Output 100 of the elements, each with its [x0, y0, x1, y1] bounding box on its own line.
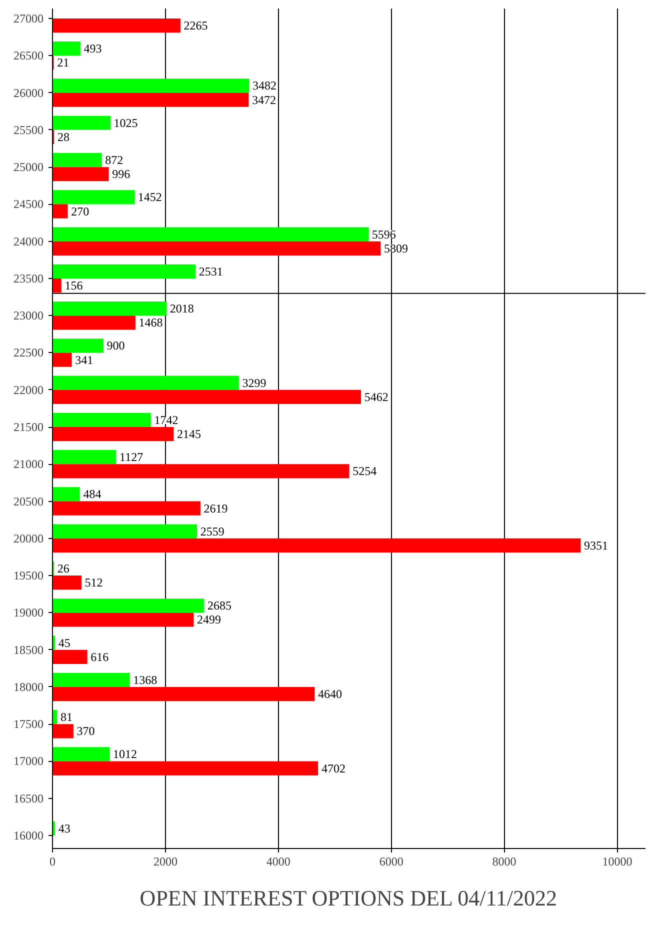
data-label: 370 — [76, 724, 95, 738]
x-tick-label: 6000 — [379, 854, 404, 868]
bar — [52, 501, 200, 516]
y-tick-label: 25500 — [14, 122, 44, 137]
bar — [52, 672, 130, 687]
bar — [52, 538, 581, 553]
bar — [52, 42, 80, 56]
data-label: 5462 — [364, 390, 388, 404]
data-label: 493 — [84, 42, 102, 56]
bar — [52, 761, 318, 776]
data-label: 3299 — [242, 376, 266, 390]
bar — [52, 152, 102, 168]
bar — [52, 204, 68, 218]
bar — [52, 524, 198, 538]
data-label: 270 — [71, 204, 90, 218]
data-label: 2145 — [177, 427, 202, 442]
y-tick-label: 23500 — [14, 271, 44, 286]
data-label: 2685 — [208, 598, 232, 613]
x-tick-label: 0 — [50, 854, 56, 868]
y-tick-label: 20000 — [14, 531, 44, 546]
y-tick-label: 24500 — [14, 197, 44, 212]
data-label: 996 — [112, 167, 130, 182]
data-label: 1025 — [114, 116, 138, 130]
text: OPEN INTEREST OPTIONS DEL 04/11/2022 — [140, 886, 557, 910]
y-tick-label: 22500 — [14, 346, 44, 360]
y-tick-label: 18500 — [14, 642, 44, 657]
data-label: 5254 — [352, 464, 377, 478]
data-label: 2619 — [204, 501, 228, 516]
bar — [52, 487, 80, 502]
bar — [52, 598, 204, 613]
bar — [52, 412, 151, 428]
data-label: 45 — [58, 636, 70, 650]
bar — [52, 167, 109, 182]
data-label: 341 — [75, 352, 94, 367]
bar — [52, 352, 72, 367]
x-tick-label: 8000 — [492, 854, 516, 868]
bar — [52, 338, 104, 353]
y-tick-label: 17000 — [14, 754, 44, 768]
data-label: 1127 — [120, 450, 144, 464]
bar — [52, 576, 82, 590]
data-label: 5809 — [384, 241, 408, 256]
data-label: 2499 — [197, 612, 222, 627]
y-tick-label: 25000 — [14, 160, 44, 174]
data-label: 5596 — [372, 227, 396, 242]
data-label: 900 — [106, 338, 125, 353]
data-label: 3482 — [252, 78, 277, 93]
bar — [52, 227, 369, 242]
y-tick-label: 23000 — [14, 308, 44, 323]
y-tick-label: 26000 — [14, 86, 44, 100]
data-label: 484 — [83, 487, 102, 502]
data-label: 512 — [84, 576, 103, 590]
data-label: 81 — [60, 710, 72, 724]
data-label: 156 — [64, 278, 83, 293]
y-tick-label: 20500 — [14, 494, 44, 508]
y-tick-label: 24000 — [14, 234, 44, 248]
data-label: 4702 — [321, 761, 346, 776]
bar — [52, 747, 110, 762]
bar — [52, 390, 361, 404]
data-label: 4640 — [318, 687, 342, 702]
data-label: 1742 — [154, 412, 178, 427]
bar — [52, 264, 196, 278]
x-tick-label: 4000 — [266, 854, 290, 868]
x-tick-label: 10000 — [602, 854, 632, 868]
y-tick-label: 21500 — [14, 420, 44, 434]
bar — [52, 316, 136, 330]
data-label: 2531 — [198, 264, 223, 278]
data-label: 1468 — [138, 316, 163, 330]
data-label: 2265 — [184, 18, 208, 33]
bar — [52, 116, 110, 130]
data-label: 1368 — [133, 672, 158, 687]
bar — [52, 464, 350, 478]
data-label: 9351 — [584, 538, 608, 552]
data-label: 2559 — [200, 524, 224, 538]
bar — [52, 78, 250, 93]
x-tick-label: 2000 — [153, 854, 178, 868]
bar — [52, 92, 249, 107]
bar — [52, 686, 315, 702]
bar — [52, 650, 88, 664]
data-label: 43 — [58, 821, 70, 836]
data-label: 26 — [57, 562, 70, 576]
bar — [52, 18, 180, 33]
bar — [52, 241, 381, 256]
bar — [52, 724, 74, 738]
y-tick-label: 16500 — [14, 791, 44, 806]
bar — [52, 450, 116, 464]
bar — [52, 190, 135, 204]
data-label: 1452 — [138, 190, 162, 204]
data-label: 3472 — [252, 92, 276, 107]
data-label: 616 — [90, 650, 109, 664]
data-label: 2018 — [170, 302, 194, 316]
data-label: 21 — [57, 56, 70, 70]
y-tick-label: 21000 — [14, 457, 44, 472]
bar — [52, 427, 174, 442]
y-tick-label: 17500 — [14, 717, 44, 732]
bar — [52, 376, 239, 390]
y-tick-label: 19000 — [14, 606, 44, 620]
data-label: 1012 — [113, 747, 138, 762]
y-tick-label: 22000 — [14, 382, 44, 397]
data-label: 28 — [57, 130, 70, 144]
y-tick-label: 16000 — [14, 828, 44, 843]
